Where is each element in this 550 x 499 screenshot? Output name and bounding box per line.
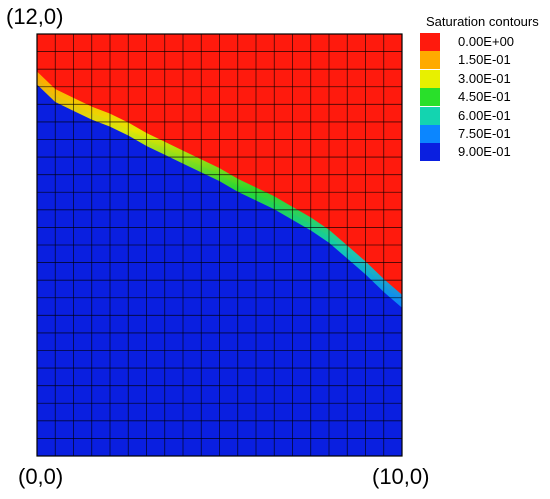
legend-entry-label: 1.50E-01 — [458, 52, 511, 68]
legend-swatch — [420, 51, 440, 70]
legend-swatch — [420, 69, 440, 88]
legend-entry-label: 6.00E-01 — [458, 107, 511, 123]
plot-border — [36, 33, 403, 457]
legend-swatch — [420, 106, 440, 125]
corner-label-bottom-right: (10,0) — [372, 464, 430, 489]
legend-entry-label: 4.50E-01 — [458, 89, 511, 105]
legend-entry-label: 9.00E-01 — [458, 144, 511, 160]
legend-swatch — [420, 143, 440, 162]
legend-swatch — [420, 125, 440, 143]
legend-entry-label: 0.00E+00 — [458, 34, 515, 49]
legend-title: Saturation contours — [426, 14, 539, 29]
corner-label-bottom-left: (0,0) — [18, 464, 64, 489]
legend-swatch — [420, 88, 440, 107]
legend-swatch — [420, 33, 440, 51]
corner-label-top-left: (12,0) — [6, 4, 64, 29]
legend-entry-label: 3.00E-01 — [458, 70, 511, 86]
legend-entry-label: 7.50E-01 — [458, 126, 511, 141]
